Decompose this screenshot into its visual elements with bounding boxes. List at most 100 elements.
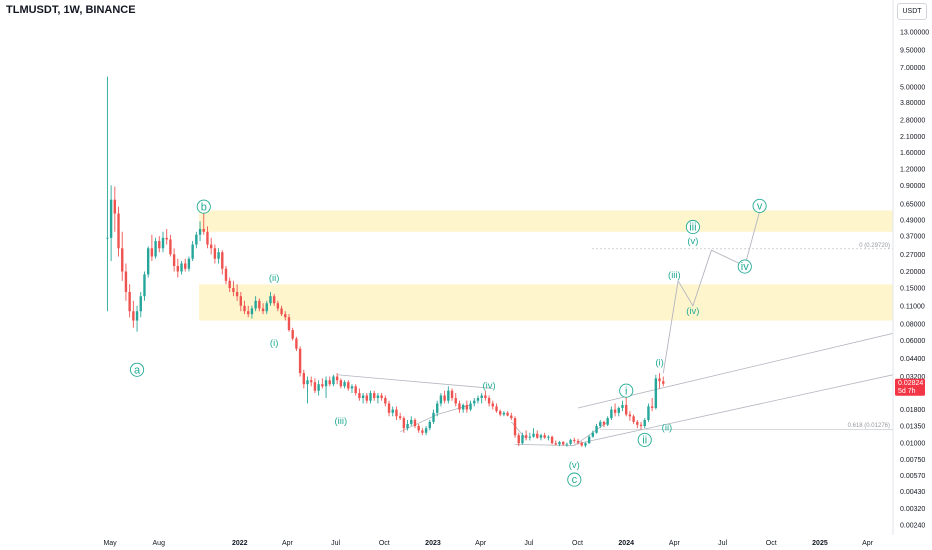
wave-label-ii: (ii) [662,423,673,434]
candle-body [321,384,324,387]
wave-label-ii: (ii) [269,273,280,284]
candle-body [187,258,191,269]
candle-body [565,443,569,445]
time-tick-label: Apr [282,540,294,547]
candle-body [524,435,528,438]
candlesticks [106,76,665,448]
svg-text:b: b [201,201,207,213]
candle-body [439,395,443,404]
candle-body [106,237,109,239]
time-tick-label: Oct [572,540,583,547]
candle-body [595,426,598,433]
time-tick-label: Jul [331,540,340,547]
candle-body [639,424,643,427]
price-tick-label: 0.06000 [900,338,925,345]
candle-body [254,300,257,309]
candle-body [276,303,280,309]
candle-body [209,244,213,249]
candle-body [247,311,250,315]
candle-body [317,384,320,391]
wave-label-i: (i) [270,338,278,349]
supply-zones [199,210,893,321]
price-tick-label: 0.90000 [900,183,925,190]
price-tick-label: 0.00570 [900,473,925,480]
candle-body [117,213,120,249]
price-tag-value: 0.02824 [898,380,923,387]
candle-body [332,376,335,385]
candle-body [306,380,309,385]
wave-label-ii: ii [637,432,652,447]
price-tick-label: 0.00430 [900,489,925,496]
time-tick-label: Aug [153,540,166,547]
svg-text:(i): (i) [270,338,278,349]
price-tick-label: 0.00320 [900,506,925,513]
candle-body [584,443,587,446]
candle-body [295,338,298,349]
wave-label-a: a [130,362,145,377]
candle-body [528,436,532,438]
candle-body [132,311,135,321]
wave-label-iv: iv [737,259,752,274]
currency-button[interactable]: USDT [897,3,927,20]
candle-body [550,436,554,444]
supply-zone [199,210,893,232]
candle-body [124,271,128,292]
candle-body [491,403,494,407]
candle-body [373,393,376,399]
price-tick-label: 0.08000 [900,322,925,329]
candle-body [261,308,265,312]
price-tick-label: 3.80000 [900,100,925,107]
candle-body [172,254,176,267]
price-tick-label: 0.00240 [900,523,925,530]
svg-text:(iv): (iv) [482,381,495,392]
candle-body [413,419,417,427]
candle-body [621,404,624,408]
candle-body [443,395,446,401]
candle-body [191,244,194,259]
svg-text:(iii): (iii) [335,416,348,427]
candle-body [643,419,646,427]
candle-body [146,248,150,275]
candle-body [628,414,632,417]
candle-body [150,248,154,257]
price-tick-label: 7.00000 [900,65,925,72]
price-tick-label: 0.27000 [900,252,925,259]
candle-body [113,199,117,214]
candle-body [521,435,524,444]
price-tick-label: 0.03200 [900,374,925,381]
candle-body [554,443,557,445]
candle-body [499,411,502,415]
candle-body [391,409,394,413]
price-tick-label: 0.01800 [900,407,925,414]
price-axis[interactable]: 13.00000 9.50000 7.00000 5.00000 3.80000 2.80… [900,30,929,530]
candle-body [221,252,224,269]
wave-label-v: (v) [569,460,580,471]
time-axis[interactable]: May Aug 2022 Apr Jul Oct 2023 Apr Jul Oct 2024 Apr J… [103,540,873,547]
candle-body [658,378,661,382]
trend-line [574,421,608,446]
candle-body [347,382,350,389]
price-tick-label: 0.20000 [900,269,925,276]
candle-body [280,308,283,315]
candle-body [350,386,354,389]
candle-body [398,416,402,419]
candle-body [402,418,406,429]
trend-line [515,443,575,446]
candle-body [358,393,361,399]
svg-text:(v): (v) [569,460,580,471]
price-tick-label: 13.00000 [900,30,929,37]
price-tick-label: 5.00000 [900,85,925,92]
candle-body [473,400,476,404]
projection-path [662,211,761,374]
candle-body [158,241,161,249]
candle-body [239,296,243,306]
candle-body [335,376,339,381]
candle-body [235,291,239,297]
candle-body [143,274,146,297]
svg-text:i: i [625,385,627,397]
wave-label-i: (i) [655,358,663,369]
price-tick-label: 1.20000 [900,166,925,173]
candle-body [313,382,317,391]
